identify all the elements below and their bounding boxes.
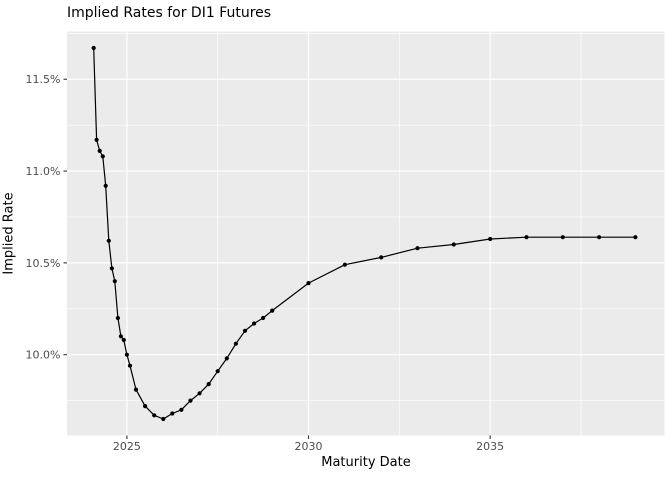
data-point (179, 407, 184, 412)
data-point (215, 369, 220, 374)
data-point (94, 137, 99, 142)
data-point (560, 235, 565, 240)
data-point (112, 279, 117, 284)
y-axis-title: Implied Rate (1, 191, 17, 275)
data-point (379, 255, 384, 260)
chart-title: Implied Rates for DI1 Futures (67, 5, 272, 21)
x-axis-title: Maturity Date (321, 455, 411, 470)
y-tick-label: 10.5% (26, 257, 61, 270)
data-point (306, 281, 311, 286)
data-point (152, 413, 157, 418)
data-point (197, 391, 202, 396)
data-point (121, 337, 126, 343)
x-tick-label: 2025 (113, 440, 141, 453)
y-tick-label: 10.0% (26, 349, 61, 362)
data-point (597, 235, 602, 240)
data-point (342, 262, 347, 267)
data-point (161, 416, 166, 422)
data-point (97, 148, 102, 153)
data-point (206, 382, 211, 387)
data-point (270, 308, 275, 313)
data-point (242, 328, 248, 333)
y-axis-title-box: Implied Rate (0, 31, 18, 435)
data-point (118, 334, 123, 339)
data-point (143, 404, 148, 409)
data-point (103, 183, 108, 188)
data-point (109, 266, 114, 271)
data-point (124, 352, 129, 357)
data-point (451, 242, 456, 247)
data-point (233, 341, 238, 346)
data-point (91, 45, 96, 51)
panel-background (67, 31, 665, 436)
data-point (133, 387, 139, 392)
data-point (524, 235, 529, 240)
data-point (488, 236, 493, 242)
data-point (252, 321, 257, 326)
data-point (633, 235, 638, 240)
data-point (100, 154, 105, 159)
data-point (224, 356, 229, 361)
data-point (261, 315, 266, 321)
data-point (170, 411, 175, 416)
data-point (115, 315, 120, 321)
y-tick-label: 11.5% (26, 73, 61, 86)
y-tick-label: 11.0% (26, 165, 61, 178)
data-point (188, 398, 193, 403)
data-point (415, 246, 420, 251)
x-tick-label: 2030 (295, 440, 323, 453)
x-tick-label: 2035 (476, 440, 504, 453)
data-point (127, 363, 133, 368)
data-point (106, 238, 111, 243)
